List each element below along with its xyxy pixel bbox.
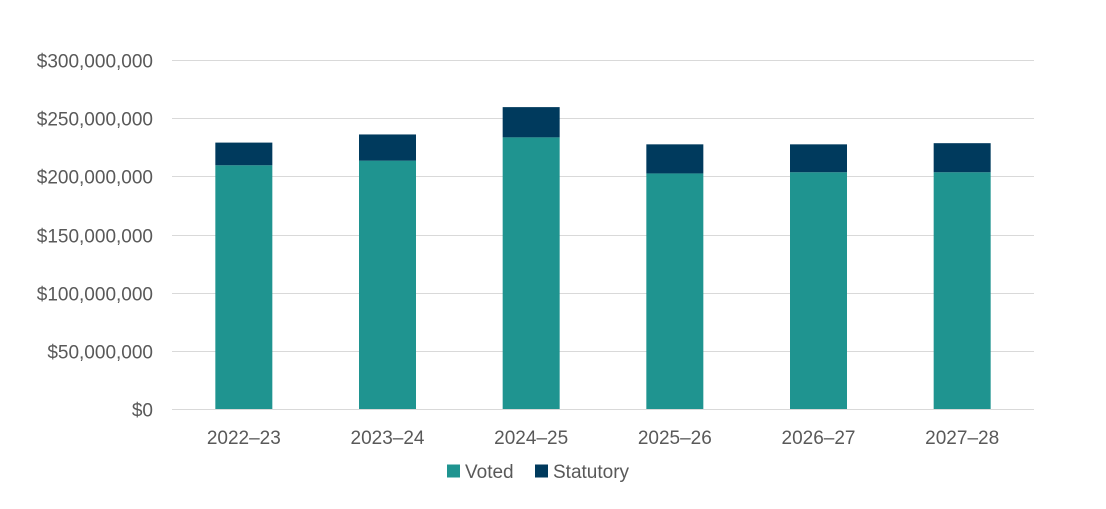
x-tick-label: 2023–24	[351, 428, 425, 449]
bar-statutory-3	[646, 144, 704, 174]
bar-statutory-5	[933, 143, 991, 173]
x-axis-tick-labels: 2022–23 2023–24 2024–25 2025–26 2026–27 2027–…	[207, 428, 999, 449]
y-tick-label: $250,000,000	[37, 110, 153, 131]
x-tick-label: 2026–27	[782, 428, 856, 449]
bar-voted-4	[790, 172, 847, 409]
legend-label-voted: Voted	[465, 462, 514, 483]
x-tick-label: 2024–25	[494, 428, 568, 449]
legend-label-statutory: Statutory	[553, 462, 630, 483]
bar-statutory-1	[359, 134, 416, 161]
gridlines	[172, 60, 1034, 352]
x-tick-label: 2022–23	[207, 428, 281, 449]
bar-statutory-0	[215, 142, 273, 166]
y-tick-label: $300,000,000	[37, 52, 153, 73]
bar-voted-5	[933, 172, 991, 409]
legend-swatch-statutory	[535, 464, 548, 478]
legend-swatch-voted	[447, 464, 460, 478]
x-tick-label: 2025–26	[638, 428, 712, 449]
bar-voted-2	[502, 137, 560, 409]
bar-statutory-2	[502, 107, 560, 138]
y-tick-label: $50,000,000	[47, 343, 153, 364]
y-axis-tick-labels: $0 $50,000,000 $100,000,000 $150,000,000 $20…	[37, 52, 153, 422]
y-tick-label: $150,000,000	[37, 227, 153, 248]
legend: Voted Statutory	[447, 462, 630, 483]
y-tick-label: $200,000,000	[37, 168, 153, 189]
y-tick-label: $0	[132, 401, 153, 422]
bar-statutory-4	[790, 144, 847, 173]
bar-voted-0	[215, 165, 273, 409]
bar-voted-3	[646, 173, 704, 409]
x-tick-label: 2027–28	[925, 428, 999, 449]
y-tick-label: $100,000,000	[37, 285, 153, 306]
bars	[215, 107, 991, 409]
bar-voted-1	[359, 160, 416, 409]
